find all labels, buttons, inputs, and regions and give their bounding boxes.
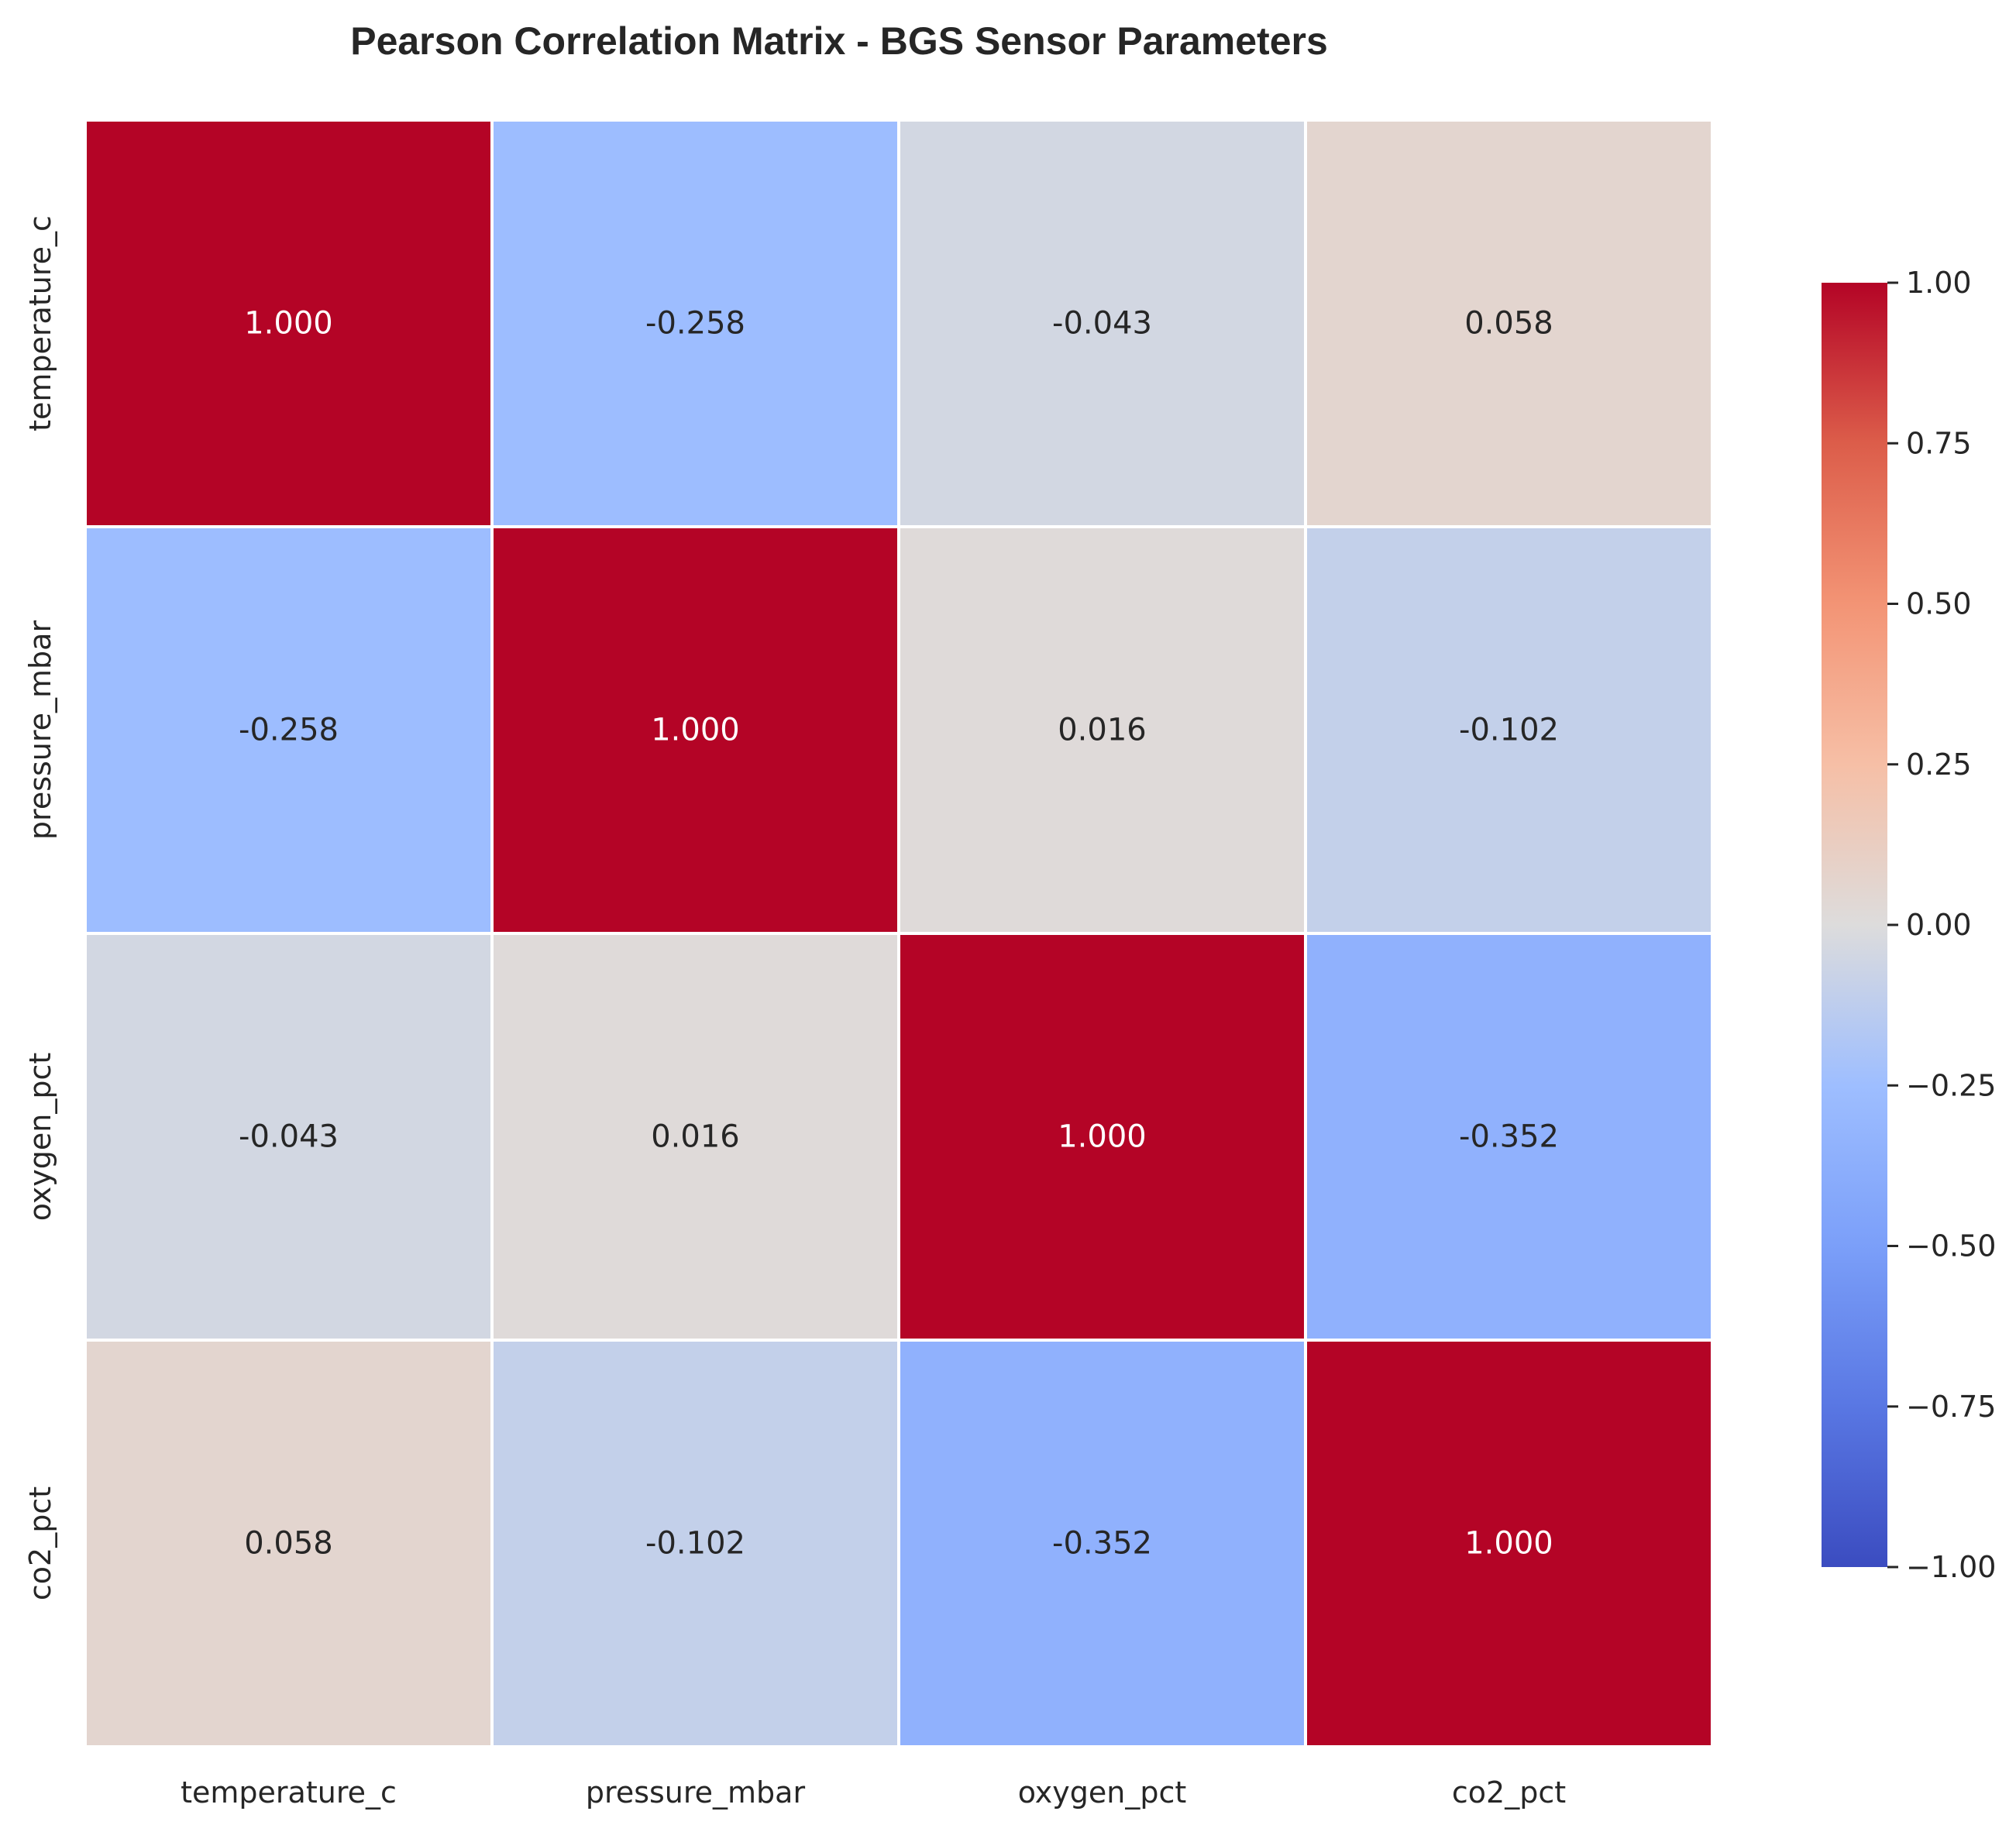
column-label-pressure-mbar: pressure_mbar [586, 1775, 806, 1810]
column-labels: temperature_c pressure_mbar oxygen_pct co2_… [181, 1775, 1566, 1810]
cell-value-label: -0.043 [1052, 306, 1152, 342]
cell-value-label: 0.016 [651, 1119, 740, 1155]
colorbar: 1.00 0.75 0.50 0.25 0.00 −0.25 −0.50 −0.75 −1.00 [1822, 266, 1996, 1584]
row-label-co2-pct: co2_pct [23, 1486, 57, 1600]
heatmap-cell-temperature-c-oxygen-pct [897, 119, 1307, 528]
heatmap-cell-temperature-c-co2-pct [1304, 119, 1714, 528]
colorbar-tick-label: −0.25 [1906, 1068, 1996, 1102]
colorbar-tick-label: 0.00 [1906, 908, 1972, 942]
cell-value-label: -0.043 [239, 1119, 339, 1155]
colorbar-tick-label: 0.50 [1906, 587, 1972, 621]
cell-value-label: 0.058 [1464, 306, 1553, 342]
heatmap-cell-pressure-mbar-temperature-c [84, 525, 494, 935]
heatmap-cell-oxygen-pct-pressure-mbar [490, 932, 900, 1342]
column-label-oxygen-pct: oxygen_pct [1018, 1775, 1187, 1810]
cell-value-label: -0.352 [1459, 1119, 1559, 1155]
heatmap-cell-pressure-mbar-co2-pct [1304, 525, 1714, 935]
cell-value-label: -0.258 [239, 713, 339, 748]
cell-value-label: -0.102 [1459, 713, 1559, 748]
heatmap-cell-co2-pct-oxygen-pct [897, 1339, 1307, 1748]
colorbar-tick-label: −0.75 [1906, 1390, 1996, 1424]
heatmap-cells: 1.000 -0.258 -0.043 0.058 -0.258 1.000 0.016 -0… [84, 119, 1714, 1748]
colorbar-tick-label: −0.50 [1906, 1229, 1996, 1263]
colorbar-tick-label: 0.75 [1906, 426, 1972, 460]
chart-title: Pearson Correlation Matrix - BGS Sensor … [350, 19, 1328, 63]
heatmap-cell-temperature-c-temperature-c [84, 119, 494, 528]
cell-value-label: 1.000 [651, 713, 740, 748]
cell-value-label: 1.000 [1464, 1526, 1553, 1562]
colorbar-tick-label: 1.00 [1906, 266, 1972, 300]
heatmap-cell-pressure-mbar-pressure-mbar [490, 525, 900, 935]
cell-value-label: 1.000 [1058, 1119, 1147, 1155]
cell-value-label: 0.016 [1058, 713, 1147, 748]
cell-value-label: 0.058 [244, 1526, 333, 1562]
column-label-temperature-c: temperature_c [181, 1775, 397, 1810]
colorbar-tick-label: 0.25 [1906, 748, 1972, 782]
column-label-co2-pct: co2_pct [1452, 1775, 1566, 1810]
row-label-oxygen-pct: oxygen_pct [23, 1053, 57, 1222]
row-labels: temperature_c pressure_mbar oxygen_pct co2_… [23, 215, 57, 1600]
row-label-pressure-mbar: pressure_mbar [23, 620, 57, 840]
heatmap-cell-temperature-c-pressure-mbar [490, 119, 900, 528]
colorbar-ticks: 1.00 0.75 0.50 0.25 0.00 −0.25 −0.50 −0.75 −1.00 [1887, 266, 1996, 1584]
cell-value-label: 1.000 [244, 306, 333, 342]
colorbar-tick-label: −1.00 [1906, 1550, 1996, 1584]
cell-value-label: -0.352 [1052, 1526, 1152, 1562]
colorbar-gradient [1822, 283, 1887, 1567]
cell-value-label: -0.258 [645, 306, 745, 342]
heatmap-cell-co2-pct-temperature-c [84, 1339, 494, 1748]
row-label-temperature-c: temperature_c [23, 215, 57, 431]
cell-value-label: -0.102 [645, 1526, 745, 1562]
heatmap-cell-co2-pct-co2-pct [1304, 1339, 1714, 1748]
heatmap-cell-co2-pct-pressure-mbar [490, 1339, 900, 1748]
heatmap-cell-oxygen-pct-co2-pct [1304, 932, 1714, 1342]
